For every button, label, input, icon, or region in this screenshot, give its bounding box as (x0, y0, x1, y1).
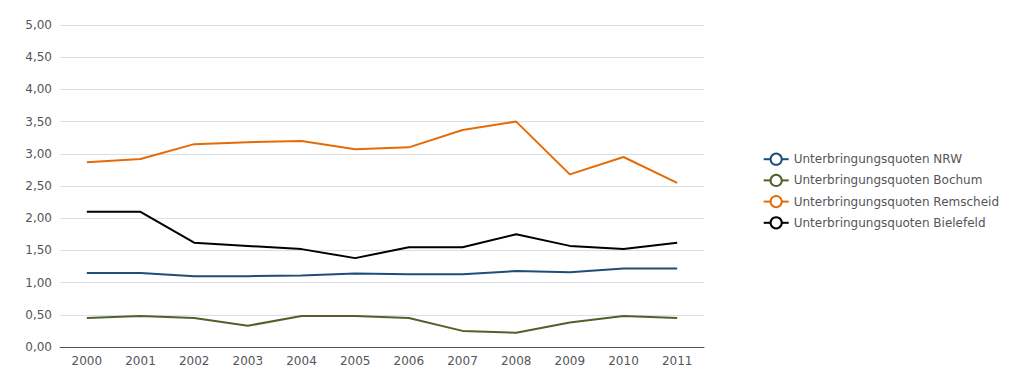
svg-text:2,50: 2,50 (25, 179, 52, 193)
svg-text:1,50: 1,50 (25, 243, 52, 257)
svg-text:Unterbringungsquoten Bielefeld: Unterbringungsquoten Bielefeld (794, 216, 986, 230)
svg-text:2005: 2005 (340, 354, 371, 368)
svg-text:2002: 2002 (179, 354, 210, 368)
svg-text:2007: 2007 (447, 354, 478, 368)
svg-text:2003: 2003 (233, 354, 264, 368)
svg-text:5,00: 5,00 (25, 18, 52, 32)
svg-text:0,50: 0,50 (25, 308, 52, 322)
svg-text:0,00: 0,00 (25, 340, 52, 354)
svg-text:Unterbringungsquoten Bochum: Unterbringungsquoten Bochum (794, 173, 983, 187)
svg-text:2004: 2004 (286, 354, 317, 368)
svg-text:2010: 2010 (608, 354, 639, 368)
svg-text:2006: 2006 (394, 354, 425, 368)
svg-text:4,50: 4,50 (25, 50, 52, 64)
svg-text:2,00: 2,00 (25, 211, 52, 225)
svg-text:2000: 2000 (72, 354, 103, 368)
svg-text:2011: 2011 (662, 354, 693, 368)
svg-text:2009: 2009 (555, 354, 586, 368)
svg-text:Unterbringungsquoten NRW: Unterbringungsquoten NRW (794, 152, 962, 166)
svg-text:2001: 2001 (125, 354, 156, 368)
svg-text:3,50: 3,50 (25, 115, 52, 129)
svg-text:3,00: 3,00 (25, 147, 52, 161)
svg-text:Unterbringungsquoten Remscheid: Unterbringungsquoten Remscheid (794, 195, 999, 209)
svg-text:2008: 2008 (501, 354, 532, 368)
svg-text:4,00: 4,00 (25, 82, 52, 96)
svg-text:1,00: 1,00 (25, 276, 52, 290)
